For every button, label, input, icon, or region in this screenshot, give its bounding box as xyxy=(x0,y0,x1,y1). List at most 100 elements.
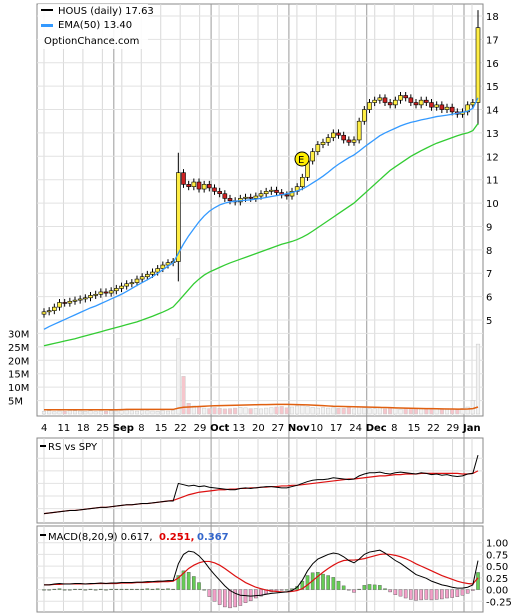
earnings-marker-label: E xyxy=(298,155,304,166)
candle-body xyxy=(196,181,202,190)
macd-histogram-bar xyxy=(305,575,310,590)
y-tick-label: 6 xyxy=(486,293,492,304)
macd-histogram-bar xyxy=(186,572,191,590)
macd-tick-label: 0.50 xyxy=(486,562,508,573)
macd-histogram-bar xyxy=(83,589,88,591)
candle-body xyxy=(165,262,171,266)
macd-histogram-bar xyxy=(197,582,201,590)
candle-body xyxy=(372,99,377,103)
macd-histogram-bar xyxy=(73,588,77,590)
y-tick-label: 12 xyxy=(486,152,499,163)
candle-body xyxy=(346,139,352,143)
candle-body xyxy=(191,181,197,188)
volume-bar xyxy=(134,410,140,415)
candle-body xyxy=(212,187,217,192)
candle-body xyxy=(176,172,181,262)
volume-bar xyxy=(171,410,176,415)
volume-bar xyxy=(403,408,408,415)
watermark: OptionChance.com xyxy=(44,36,139,47)
candle-body xyxy=(83,297,88,300)
macd-histogram-bar xyxy=(362,585,367,590)
candle-body xyxy=(434,104,439,108)
rs-legend-label: RS vs SPY xyxy=(48,442,98,453)
x-tick-label: 11 xyxy=(57,423,70,434)
x-tick-label: 18 xyxy=(77,423,90,434)
macd-histogram-bar xyxy=(114,588,119,590)
volume-bar xyxy=(248,408,253,415)
volume-bar xyxy=(238,407,243,415)
macd-histogram-bar xyxy=(166,588,170,590)
volume-bar xyxy=(465,406,470,415)
volume-bars xyxy=(41,338,481,609)
macd-histogram-bar xyxy=(279,589,284,591)
volume-tick-label: 20M xyxy=(8,356,29,367)
candle-body xyxy=(325,137,331,143)
macd-histogram-bar xyxy=(403,589,408,599)
candle-body xyxy=(222,193,228,199)
macd-histogram-bar xyxy=(171,588,175,590)
candle-body xyxy=(145,274,150,278)
candle-body xyxy=(387,102,393,106)
macd-histogram-bar xyxy=(460,589,465,596)
candle-body xyxy=(181,172,186,185)
candle-body xyxy=(475,27,481,103)
x-tick-label: Sep xyxy=(113,423,134,434)
volume-average-line xyxy=(44,403,479,411)
candle-body xyxy=(429,102,434,108)
macd-histogram-bar xyxy=(238,589,243,606)
candle-body xyxy=(217,191,222,195)
axis-ticks: 4 11 18 25 Sep 8 15 22 29 Oct 13 20 27 Nov 10 17 24 Dec 8 1… xyxy=(8,12,512,608)
volume-bar xyxy=(78,410,83,415)
macd-histogram-bar xyxy=(285,589,289,591)
x-tick-label: 8 xyxy=(391,423,397,434)
volume-bar xyxy=(145,410,150,415)
macd-histogram-bar xyxy=(176,575,181,590)
candle-body xyxy=(62,302,67,304)
candle-body xyxy=(362,109,367,122)
x-tick-label: 4 xyxy=(41,423,47,434)
y-tick-label: 18 xyxy=(486,12,499,23)
volume-bar xyxy=(315,407,320,415)
candle-body xyxy=(444,106,450,110)
volume-bar xyxy=(269,407,274,415)
macd-histogram-bar xyxy=(398,589,403,597)
macd-signal-label: 0.251, xyxy=(159,532,194,543)
volume-tick-label: 5M xyxy=(8,397,23,408)
x-tick-label: 17 xyxy=(330,423,343,434)
x-tick-label: Nov xyxy=(288,423,310,434)
macd-histogram-bar xyxy=(68,589,72,591)
macd-histogram-bar xyxy=(419,589,423,601)
candle-body xyxy=(150,271,155,275)
candle-body xyxy=(207,184,212,189)
volume-bar xyxy=(67,410,72,415)
volume-bar xyxy=(243,407,248,415)
candle-body xyxy=(248,196,253,199)
macd-histogram-bar xyxy=(326,575,330,590)
volume-bar xyxy=(346,407,351,415)
candle-body xyxy=(46,310,52,313)
macd-histogram-bar xyxy=(62,589,67,591)
candle-body xyxy=(315,144,321,152)
macd-histogram-bar xyxy=(259,589,263,597)
y-tick-label: 7 xyxy=(486,269,492,280)
volume-bar xyxy=(320,407,326,415)
volume-bar xyxy=(377,407,382,415)
candle-body xyxy=(103,291,109,294)
macd-histogram-bar xyxy=(414,589,418,601)
volume-bar xyxy=(217,408,222,415)
candle-body xyxy=(393,99,398,106)
legend-ema-label: EMA(50) 13.40 xyxy=(58,20,132,31)
volume-bar xyxy=(57,410,62,415)
volume-bar xyxy=(460,408,465,415)
candle-body xyxy=(367,102,372,110)
earnings-marker-circle[interactable] xyxy=(294,151,310,167)
y-tick-label: 8 xyxy=(486,246,492,257)
macd-tick-label: -0.25 xyxy=(486,597,512,608)
macd-hist-label: 0.367 xyxy=(197,532,229,543)
candle-body xyxy=(98,291,104,295)
volume-bar xyxy=(227,408,233,415)
volume-bar xyxy=(341,408,346,415)
macd-histogram-bar xyxy=(202,589,206,591)
legend-ema-swatch xyxy=(41,24,53,27)
y-tick-label: 15 xyxy=(486,82,499,93)
